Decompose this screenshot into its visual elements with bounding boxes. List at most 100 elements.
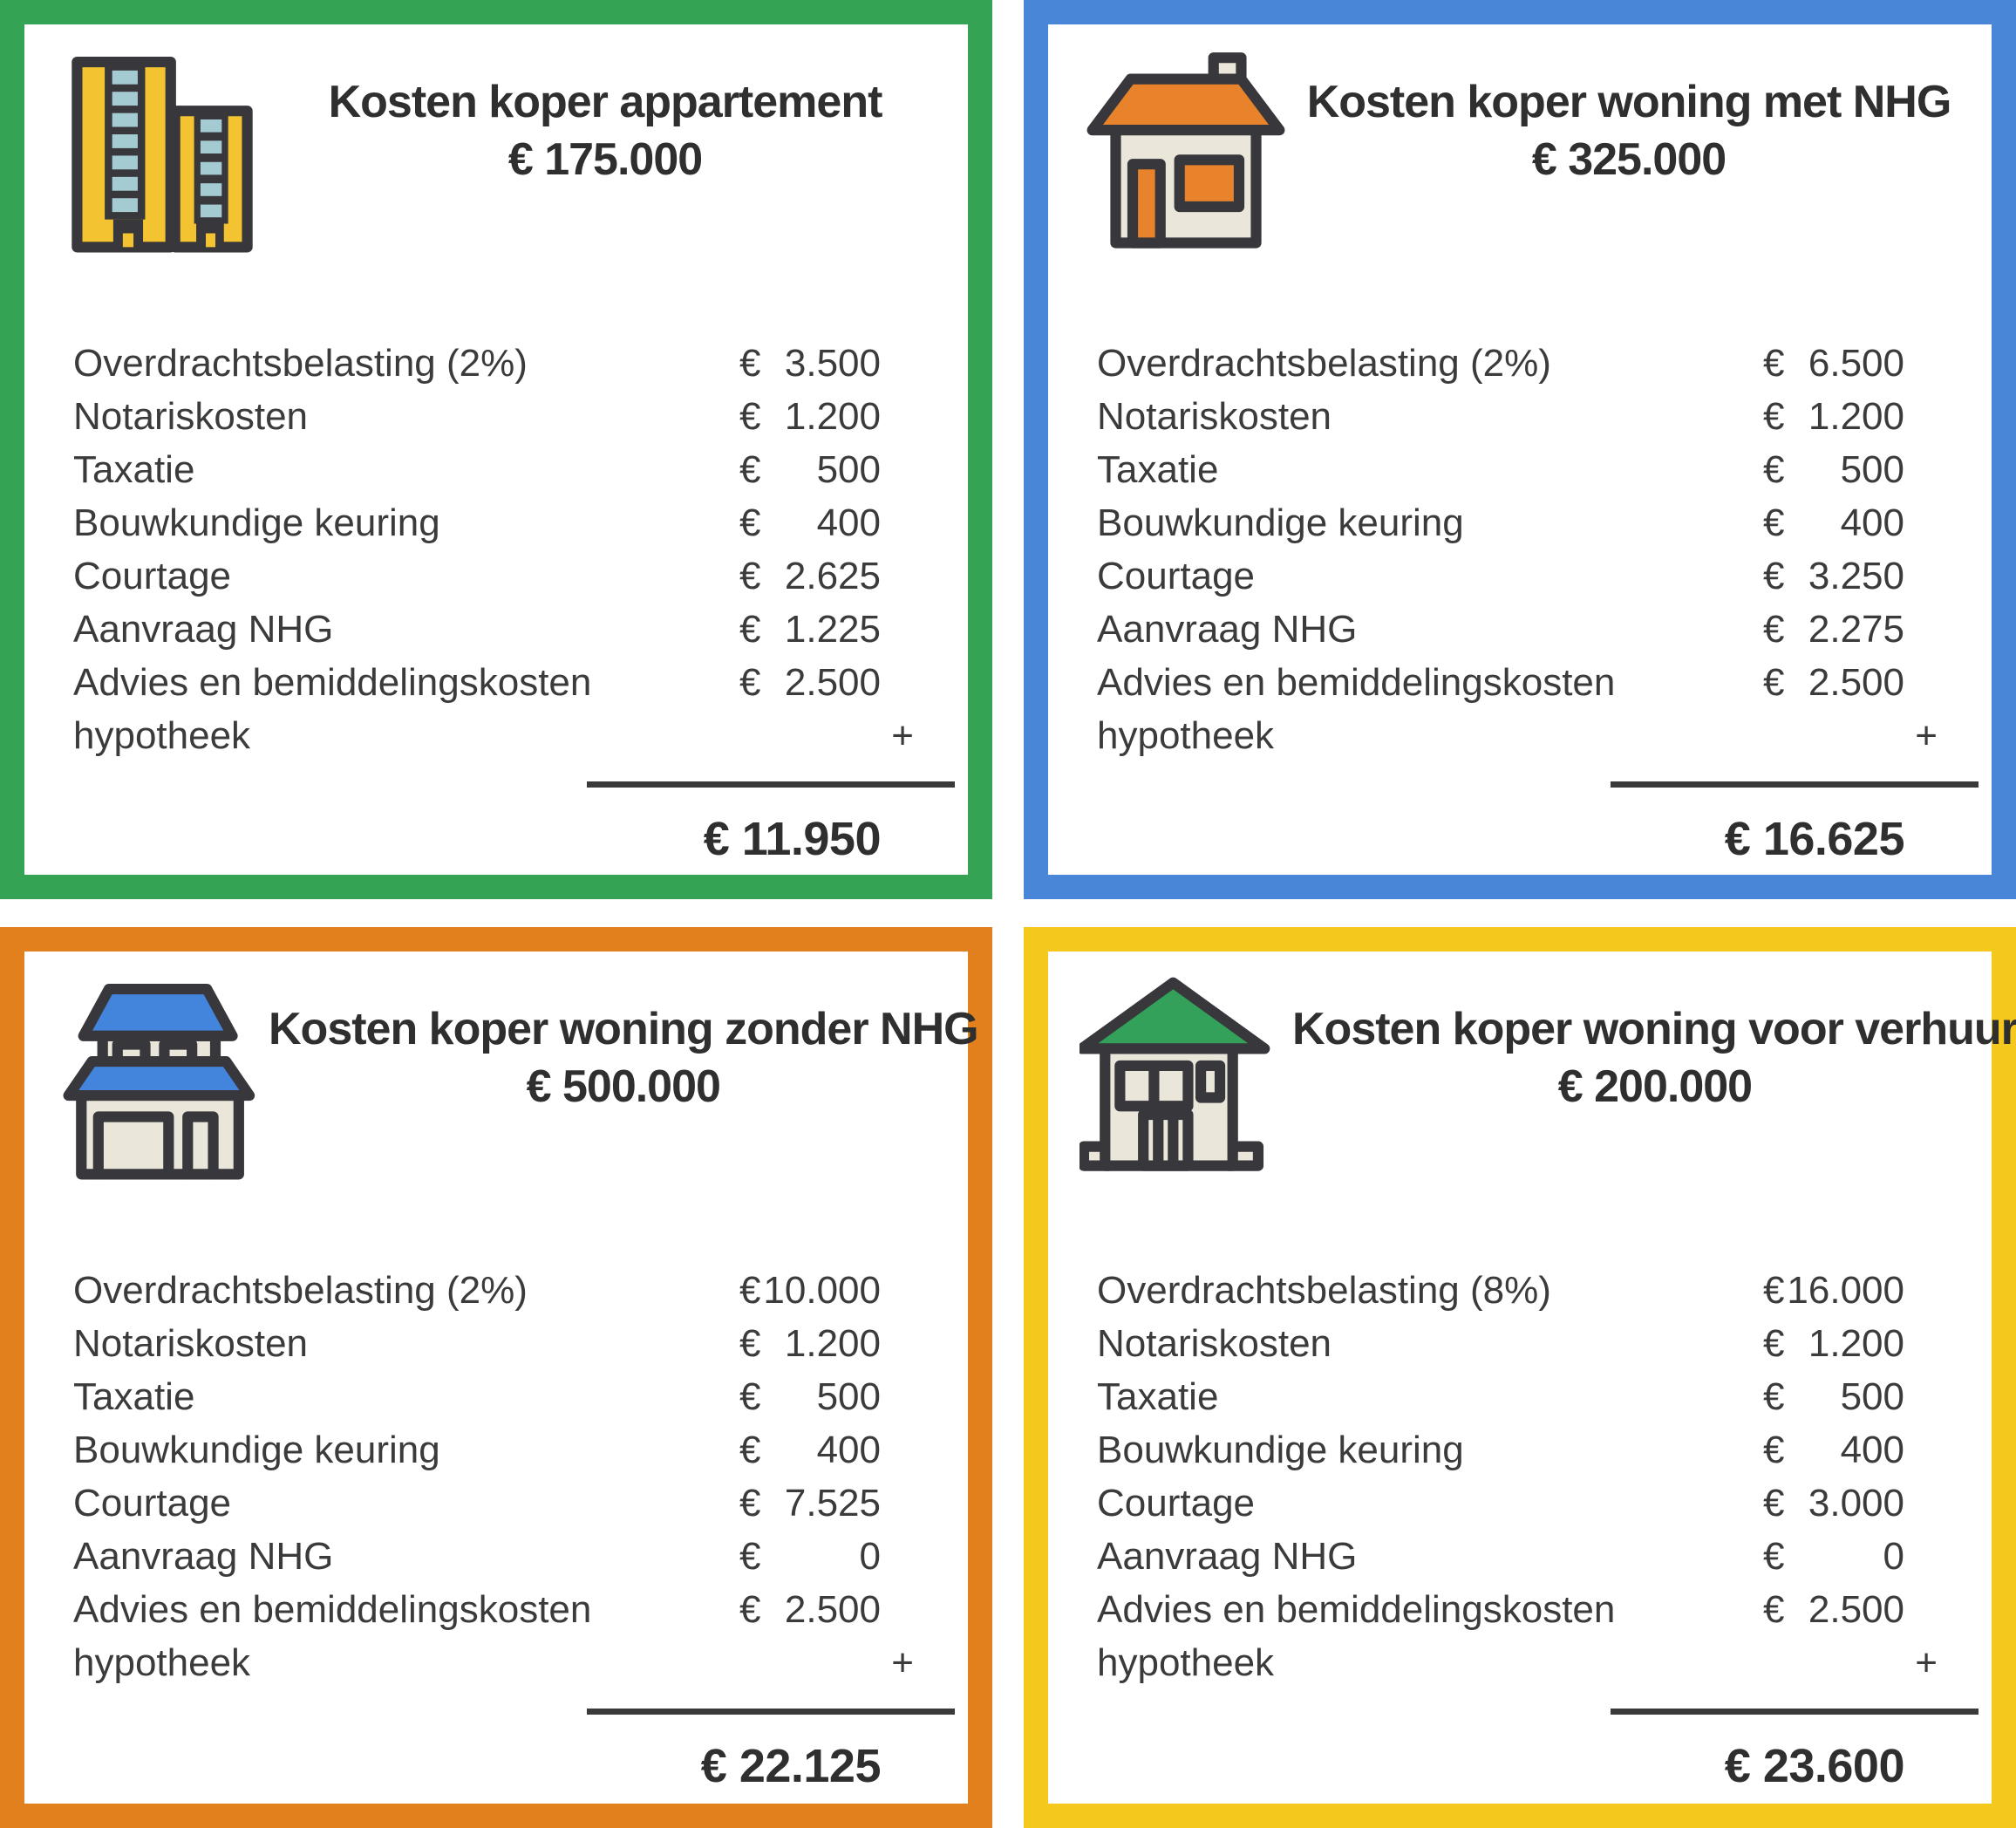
cost-label: Courtage [73,1482,232,1524]
cost-amount: 1.200 [1808,395,1904,438]
cost-row-wrap: hypotheek + [1048,709,1992,762]
cost-label: Advies en bemiddelingskosten [73,661,592,704]
cost-row-wrap: hypotheek + [1048,1636,1992,1689]
card-header: Kosten koper woning met NHG € 325.000 [1048,24,1992,260]
cost-label: Courtage [73,555,232,597]
currency-symbol: € [739,501,761,544]
total-amount: € 16.625 [1724,813,1905,865]
card-title: Kosten koper woning voor verhuur [1292,1004,2016,1054]
cost-label: Advies en bemiddelingskosten [1097,1588,1616,1631]
cost-card-woning-met-nhg: Kosten koper woning met NHG € 325.000 Ov… [1024,0,2016,899]
currency-symbol: € [1763,501,1785,544]
cost-label: Taxatie [73,448,195,491]
currency-symbol: € [1763,1535,1785,1578]
cost-amount: 500 [1840,448,1904,491]
house-with-chimney-icon [1086,52,1285,249]
currency-symbol: € [1763,1269,1785,1312]
card-titles: Kosten koper appartement € 175.000 [269,47,942,260]
currency-symbol: € [1763,1588,1785,1631]
cost-amount: 10.000 [763,1269,881,1312]
cost-label: Taxatie [73,1375,195,1418]
cost-row: Taxatie €500 [24,1370,968,1423]
currency-symbol: € [739,661,761,704]
cost-row: Advies en bemiddelingskosten €2.500 [24,656,968,709]
currency-symbol: € [739,1535,761,1578]
cost-amount: 2.500 [784,661,881,704]
cost-label: Aanvraag NHG [1097,1535,1358,1578]
cost-card-woning-voor-verhuur: Kosten koper woning voor verhuur € 200.0… [1024,927,2016,1828]
currency-symbol: € [739,1375,761,1418]
cost-label: hypotheek [1097,1641,1275,1684]
cost-amount: 2.625 [784,555,881,597]
cost-label: hypotheek [73,714,251,757]
card-price: € 325.000 [1531,134,1727,185]
currency-symbol: € [739,1482,761,1524]
cost-label: Notariskosten [1097,1322,1332,1365]
cost-label: Taxatie [1097,448,1219,491]
cost-card-appartement: Kosten koper appartement € 175.000 Overd… [0,0,992,899]
cost-row-wrap: hypotheek + [24,1636,968,1689]
total-amount: € 22.125 [700,1740,882,1792]
cost-label: Advies en bemiddelingskosten [73,1588,592,1631]
cost-row: Aanvraag NHG €1.225 [24,603,968,656]
sum-line [1611,1709,1979,1715]
cost-label: Overdrachtsbelasting (2%) [1097,342,1551,385]
apartment-buildings-icon [72,56,253,253]
cost-row: Taxatie €500 [1048,1370,1992,1423]
cost-amount: 2.500 [784,1588,881,1631]
card-titles: Kosten koper woning zonder NHG € 500.000 [269,974,979,1187]
cost-amount: 400 [816,1429,881,1471]
cost-row: Aanvraag NHG €0 [24,1530,968,1583]
card-price: € 175.000 [507,134,703,185]
cost-row: Courtage €3.250 [1048,549,1992,603]
cost-row: Taxatie €500 [1048,443,1992,496]
cost-amount: 0 [859,1535,881,1578]
cost-amount: 2.275 [1808,608,1904,651]
cost-label: Aanvraag NHG [1097,608,1358,651]
plus-sign: + [1915,714,1938,757]
total-amount: € 23.600 [1724,1740,1905,1792]
currency-symbol: € [1763,448,1785,491]
cost-row: Courtage €2.625 [24,549,968,603]
cost-row: Advies en bemiddelingskosten €2.500 [1048,656,1992,709]
cost-row: Notariskosten €1.200 [1048,1317,1992,1370]
cost-row: Bouwkundige keuring €400 [1048,1423,1992,1477]
currency-symbol: € [739,448,761,491]
cost-amount: 0 [1883,1535,1904,1578]
currency-symbol: € [1763,661,1785,704]
currency-symbol: € [739,1429,761,1471]
card-price: € 500.000 [526,1061,721,1112]
cost-label: Bouwkundige keuring [73,1429,440,1471]
currency-symbol: € [739,395,761,438]
card-titles: Kosten koper woning voor verhuur € 200.0… [1292,974,2016,1187]
currency-symbol: € [739,555,761,597]
currency-symbol: € [739,1322,761,1365]
currency-symbol: € [739,1588,761,1631]
currency-symbol: € [1763,1322,1785,1365]
plus-sign: + [1915,1641,1938,1684]
card-title: Kosten koper appartement [328,77,883,127]
cost-label: Notariskosten [73,395,309,438]
cost-row-wrap: hypotheek + [24,709,968,762]
cost-row: Notariskosten €1.200 [24,1317,968,1370]
cost-amount: 400 [1840,1429,1904,1471]
cost-amount: 1.200 [1808,1322,1904,1365]
cost-amount: 16.000 [1787,1269,1904,1312]
card-title: Kosten koper woning zonder NHG [269,1004,979,1054]
currency-symbol: € [739,608,761,651]
cost-list: Overdrachtsbelasting (2%) €3.500 Notarisk… [24,337,968,762]
cost-list: Overdrachtsbelasting (2%) €6.500 Notarisk… [1048,337,1992,762]
card-price: € 200.000 [1557,1061,1753,1112]
cost-label: Bouwkundige keuring [73,501,440,544]
cost-row: Courtage €3.000 [1048,1477,1992,1530]
plus-sign: + [891,1641,914,1684]
sum-line [587,781,955,788]
cost-row: Advies en bemiddelingskosten €2.500 [1048,1583,1992,1636]
cost-label: Notariskosten [1097,395,1332,438]
cost-label: Aanvraag NHG [73,608,334,651]
currency-symbol: € [1763,555,1785,597]
cost-row: Overdrachtsbelasting (2%) €6.500 [1048,337,1992,390]
card-title: Kosten koper woning met NHG [1306,77,1952,127]
cost-label: hypotheek [1097,714,1275,757]
